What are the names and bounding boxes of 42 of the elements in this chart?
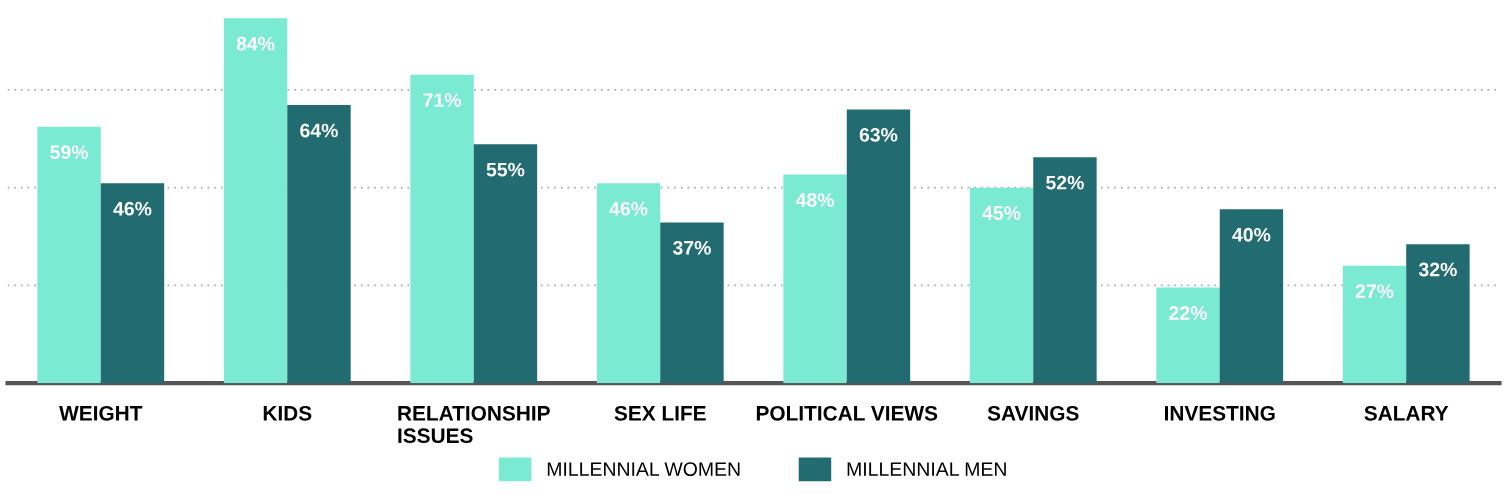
bar bbox=[1219, 209, 1284, 384]
x-tick-label: KIDS bbox=[263, 405, 312, 421]
data-label: 71% bbox=[423, 93, 462, 107]
bar bbox=[100, 183, 165, 384]
x-tick-label: SALARY bbox=[1364, 405, 1449, 421]
data-label: 32% bbox=[1418, 262, 1457, 277]
bar bbox=[783, 174, 847, 384]
legend-label: MILLENNIAL MEN bbox=[847, 462, 1006, 476]
x-tick-label: RELATIONSHIP ISSUES bbox=[398, 405, 550, 444]
bar bbox=[1156, 287, 1220, 384]
bar bbox=[1406, 244, 1470, 384]
bar bbox=[473, 144, 538, 384]
data-label: 46% bbox=[609, 201, 648, 216]
x-tick-label: SAVINGS bbox=[987, 405, 1079, 421]
data-label: 63% bbox=[859, 127, 898, 142]
bar bbox=[287, 105, 351, 384]
data-label: 27% bbox=[1355, 284, 1394, 299]
data-label: 59% bbox=[50, 145, 89, 160]
bar bbox=[969, 187, 1034, 384]
data-label: 64% bbox=[300, 123, 338, 138]
x-tick-label: SEX LIFE bbox=[614, 405, 706, 421]
bar bbox=[37, 126, 101, 384]
bar bbox=[846, 109, 911, 384]
data-label: 55% bbox=[486, 162, 525, 177]
x-tick-label: WEIGHT bbox=[59, 405, 143, 421]
bar bbox=[596, 183, 661, 384]
legend-label: MILLENNIAL WOMEN bbox=[547, 462, 740, 476]
data-label: 52% bbox=[1046, 175, 1084, 190]
bar bbox=[660, 222, 724, 384]
data-label: 40% bbox=[1232, 227, 1271, 242]
bar bbox=[1033, 157, 1097, 384]
bar bbox=[410, 74, 474, 384]
data-label: 48% bbox=[795, 193, 834, 207]
bar bbox=[1342, 265, 1407, 384]
data-label: 22% bbox=[1169, 306, 1207, 320]
bar bbox=[223, 18, 288, 384]
x-tick-label: INVESTING bbox=[1164, 405, 1275, 421]
data-label: 46% bbox=[113, 201, 152, 216]
x-tick-label: POLITICAL VIEWS bbox=[756, 405, 938, 421]
data-label: 84% bbox=[236, 36, 275, 51]
data-label: 37% bbox=[672, 240, 711, 255]
data-label: 45% bbox=[982, 206, 1021, 220]
